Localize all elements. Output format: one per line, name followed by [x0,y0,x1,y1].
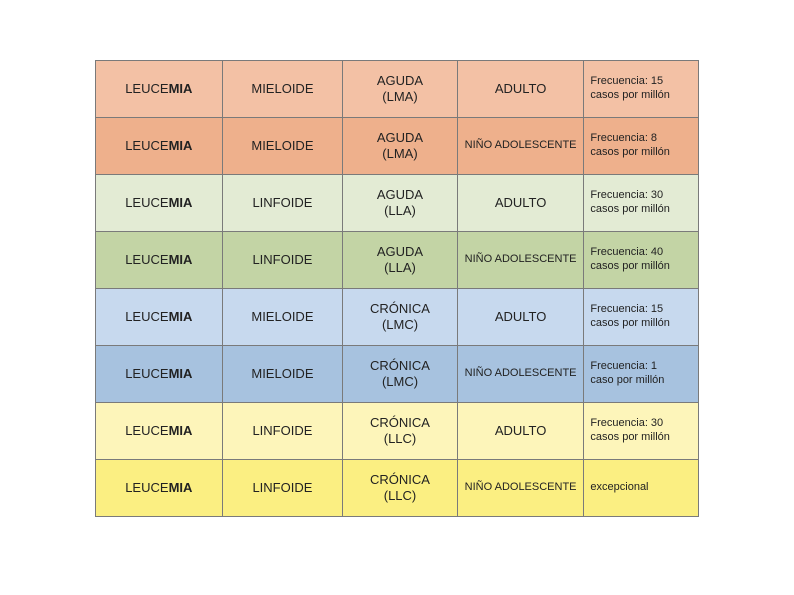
disease-suffix-bold: MIA [169,480,193,495]
type-name: CRÓNICA [347,358,453,374]
cell-type: AGUDA(LMA) [343,61,458,118]
cell-disease: LEUCEMIA [96,403,223,460]
cell-lineage: MIELOIDE [222,61,343,118]
cell-type: AGUDA(LLA) [343,175,458,232]
leukemia-table-wrap: LEUCEMIAMIELOIDEAGUDA(LMA)ADULTOFrecuenc… [95,60,699,517]
type-code: (LLA) [347,260,453,276]
disease-prefix: LEUCE [125,81,168,96]
frequency-line1: Frecuencia: 8 [590,132,694,146]
cell-lineage: LINFOIDE [222,175,343,232]
cell-disease: LEUCEMIA [96,118,223,175]
cell-frequency: Frecuencia: 15casos por millón [584,289,699,346]
type-code: (LLA) [347,203,453,219]
cell-type: AGUDA(LLA) [343,232,458,289]
table-row: LEUCEMIALINFOIDEAGUDA(LLA)ADULTOFrecuenc… [96,175,699,232]
frequency-line2: casos por millón [590,146,694,160]
table-row: LEUCEMIALINFOIDECRÓNICA(LLC)ADULTOFrecue… [96,403,699,460]
cell-population: ADULTO [457,403,584,460]
frequency-line2: casos por millón [590,260,694,274]
type-name: CRÓNICA [347,415,453,431]
cell-frequency: Frecuencia: 15casos por millón [584,61,699,118]
cell-disease: LEUCEMIA [96,460,223,517]
cell-population: NIÑO ADOLESCENTE [457,460,584,517]
table-row: LEUCEMIAMIELOIDEAGUDA(LMA)ADULTOFrecuenc… [96,61,699,118]
cell-type: CRÓNICA(LMC) [343,346,458,403]
table-row: LEUCEMIALINFOIDEAGUDA(LLA)NIÑO ADOLESCEN… [96,232,699,289]
type-name: AGUDA [347,187,453,203]
cell-lineage: MIELOIDE [222,289,343,346]
frequency-line1: Frecuencia: 15 [590,303,694,317]
disease-suffix-bold: MIA [169,309,193,324]
cell-population: NIÑO ADOLESCENTE [457,346,584,403]
disease-suffix-bold: MIA [169,81,193,96]
cell-frequency: Frecuencia: 30casos por millón [584,403,699,460]
frequency-line2: caso por millón [590,374,694,388]
cell-type: CRÓNICA(LLC) [343,460,458,517]
cell-lineage: LINFOIDE [222,232,343,289]
type-name: AGUDA [347,130,453,146]
cell-disease: LEUCEMIA [96,289,223,346]
disease-prefix: LEUCE [125,252,168,267]
frequency-line1: Frecuencia: 30 [590,417,694,431]
type-code: (LMC) [347,374,453,390]
frequency-line1: Frecuencia: 1 [590,360,694,374]
disease-suffix-bold: MIA [169,252,193,267]
cell-frequency: Frecuencia: 30casos por millón [584,175,699,232]
type-code: (LMA) [347,89,453,105]
frequency-line2: casos por millón [590,89,694,103]
frequency-line2: casos por millón [590,203,694,217]
type-name: CRÓNICA [347,301,453,317]
cell-disease: LEUCEMIA [96,346,223,403]
cell-population: ADULTO [457,175,584,232]
type-name: AGUDA [347,73,453,89]
cell-population: ADULTO [457,289,584,346]
type-name: AGUDA [347,244,453,260]
type-code: (LMC) [347,317,453,333]
type-code: (LMA) [347,146,453,162]
cell-lineage: LINFOIDE [222,460,343,517]
disease-prefix: LEUCE [125,195,168,210]
disease-prefix: LEUCE [125,309,168,324]
frequency-line2: casos por millón [590,431,694,445]
frequency-line1: Frecuencia: 40 [590,246,694,260]
disease-suffix-bold: MIA [169,195,193,210]
cell-frequency: Frecuencia: 8casos por millón [584,118,699,175]
type-code: (LLC) [347,431,453,447]
cell-lineage: MIELOIDE [222,118,343,175]
disease-prefix: LEUCE [125,138,168,153]
cell-type: AGUDA(LMA) [343,118,458,175]
table-row: LEUCEMIAMIELOIDEAGUDA(LMA)NIÑO ADOLESCEN… [96,118,699,175]
cell-population: ADULTO [457,61,584,118]
type-name: CRÓNICA [347,472,453,488]
cell-population: NIÑO ADOLESCENTE [457,118,584,175]
disease-suffix-bold: MIA [169,366,193,381]
cell-frequency: Frecuencia: 1caso por millón [584,346,699,403]
cell-type: CRÓNICA(LLC) [343,403,458,460]
cell-frequency: Frecuencia: 40casos por millón [584,232,699,289]
frequency-line1: Frecuencia: 15 [590,75,694,89]
disease-prefix: LEUCE [125,423,168,438]
disease-prefix: LEUCE [125,480,168,495]
cell-lineage: MIELOIDE [222,346,343,403]
table-row: LEUCEMIAMIELOIDECRÓNICA(LMC)NIÑO ADOLESC… [96,346,699,403]
type-code: (LLC) [347,488,453,504]
cell-lineage: LINFOIDE [222,403,343,460]
table-row: LEUCEMIALINFOIDECRÓNICA(LLC)NIÑO ADOLESC… [96,460,699,517]
cell-population: NIÑO ADOLESCENTE [457,232,584,289]
disease-suffix-bold: MIA [169,138,193,153]
cell-frequency: excepcional [584,460,699,517]
frequency-line1: Frecuencia: 30 [590,189,694,203]
table-row: LEUCEMIAMIELOIDECRÓNICA(LMC)ADULTOFrecue… [96,289,699,346]
disease-suffix-bold: MIA [169,423,193,438]
disease-prefix: LEUCE [125,366,168,381]
cell-disease: LEUCEMIA [96,232,223,289]
cell-disease: LEUCEMIA [96,61,223,118]
leukemia-table: LEUCEMIAMIELOIDEAGUDA(LMA)ADULTOFrecuenc… [95,60,699,517]
cell-type: CRÓNICA(LMC) [343,289,458,346]
frequency-line1: excepcional [590,481,694,495]
cell-disease: LEUCEMIA [96,175,223,232]
frequency-line2: casos por millón [590,317,694,331]
